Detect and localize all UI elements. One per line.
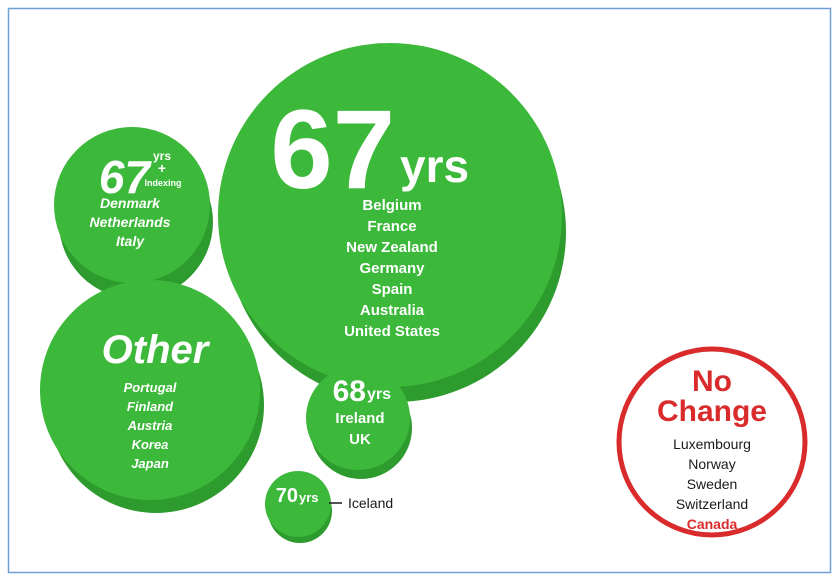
country: Austria <box>127 418 173 433</box>
sixty-eight-unit: yrs <box>367 386 391 403</box>
country: Sweden <box>687 476 738 492</box>
sixty-eight-age: 68 <box>333 375 366 408</box>
country: Italy <box>116 233 145 249</box>
country: Germany <box>359 260 425 277</box>
indexing-extra: Indexing <box>144 178 181 188</box>
country: Norway <box>688 456 735 472</box>
cylinder-top <box>40 280 260 500</box>
country: United States <box>344 323 440 340</box>
country: Belgium <box>362 197 421 214</box>
country: Finland <box>127 399 174 414</box>
country: Denmark <box>100 195 161 211</box>
emphasized-country: Canada <box>687 516 738 532</box>
seventy-unit: yrs <box>299 490 319 505</box>
country: Iceland <box>348 495 393 511</box>
cylinder-top <box>265 471 331 537</box>
no-change-ring <box>616 346 808 538</box>
cylinder-top <box>218 43 562 387</box>
cylinders <box>40 43 808 543</box>
country: France <box>367 218 416 235</box>
country: Spain <box>372 281 413 298</box>
indexing-unit: yrs <box>153 149 171 163</box>
country: Switzerland <box>676 496 748 512</box>
country: Japan <box>131 456 169 471</box>
country: Luxembourg <box>673 436 751 452</box>
big-age: 67 <box>270 87 395 212</box>
country: Netherlands <box>90 214 171 230</box>
cylinder-top <box>306 366 410 470</box>
country: Ireland <box>335 410 384 427</box>
big-unit: yrs <box>400 140 469 192</box>
cylinder-top <box>54 127 210 283</box>
country: Australia <box>360 302 425 319</box>
country: Korea <box>132 437 169 452</box>
indexing-plus: + <box>158 160 166 176</box>
seventy-age: 70 <box>276 485 298 507</box>
no-change-title: Change <box>657 395 767 428</box>
country: Portugal <box>124 380 177 395</box>
other-title: Other <box>102 328 211 372</box>
country: UK <box>349 431 371 448</box>
indexing-age: 67 <box>99 151 153 203</box>
no-change-title: No <box>692 365 732 398</box>
country: New Zealand <box>346 239 438 256</box>
